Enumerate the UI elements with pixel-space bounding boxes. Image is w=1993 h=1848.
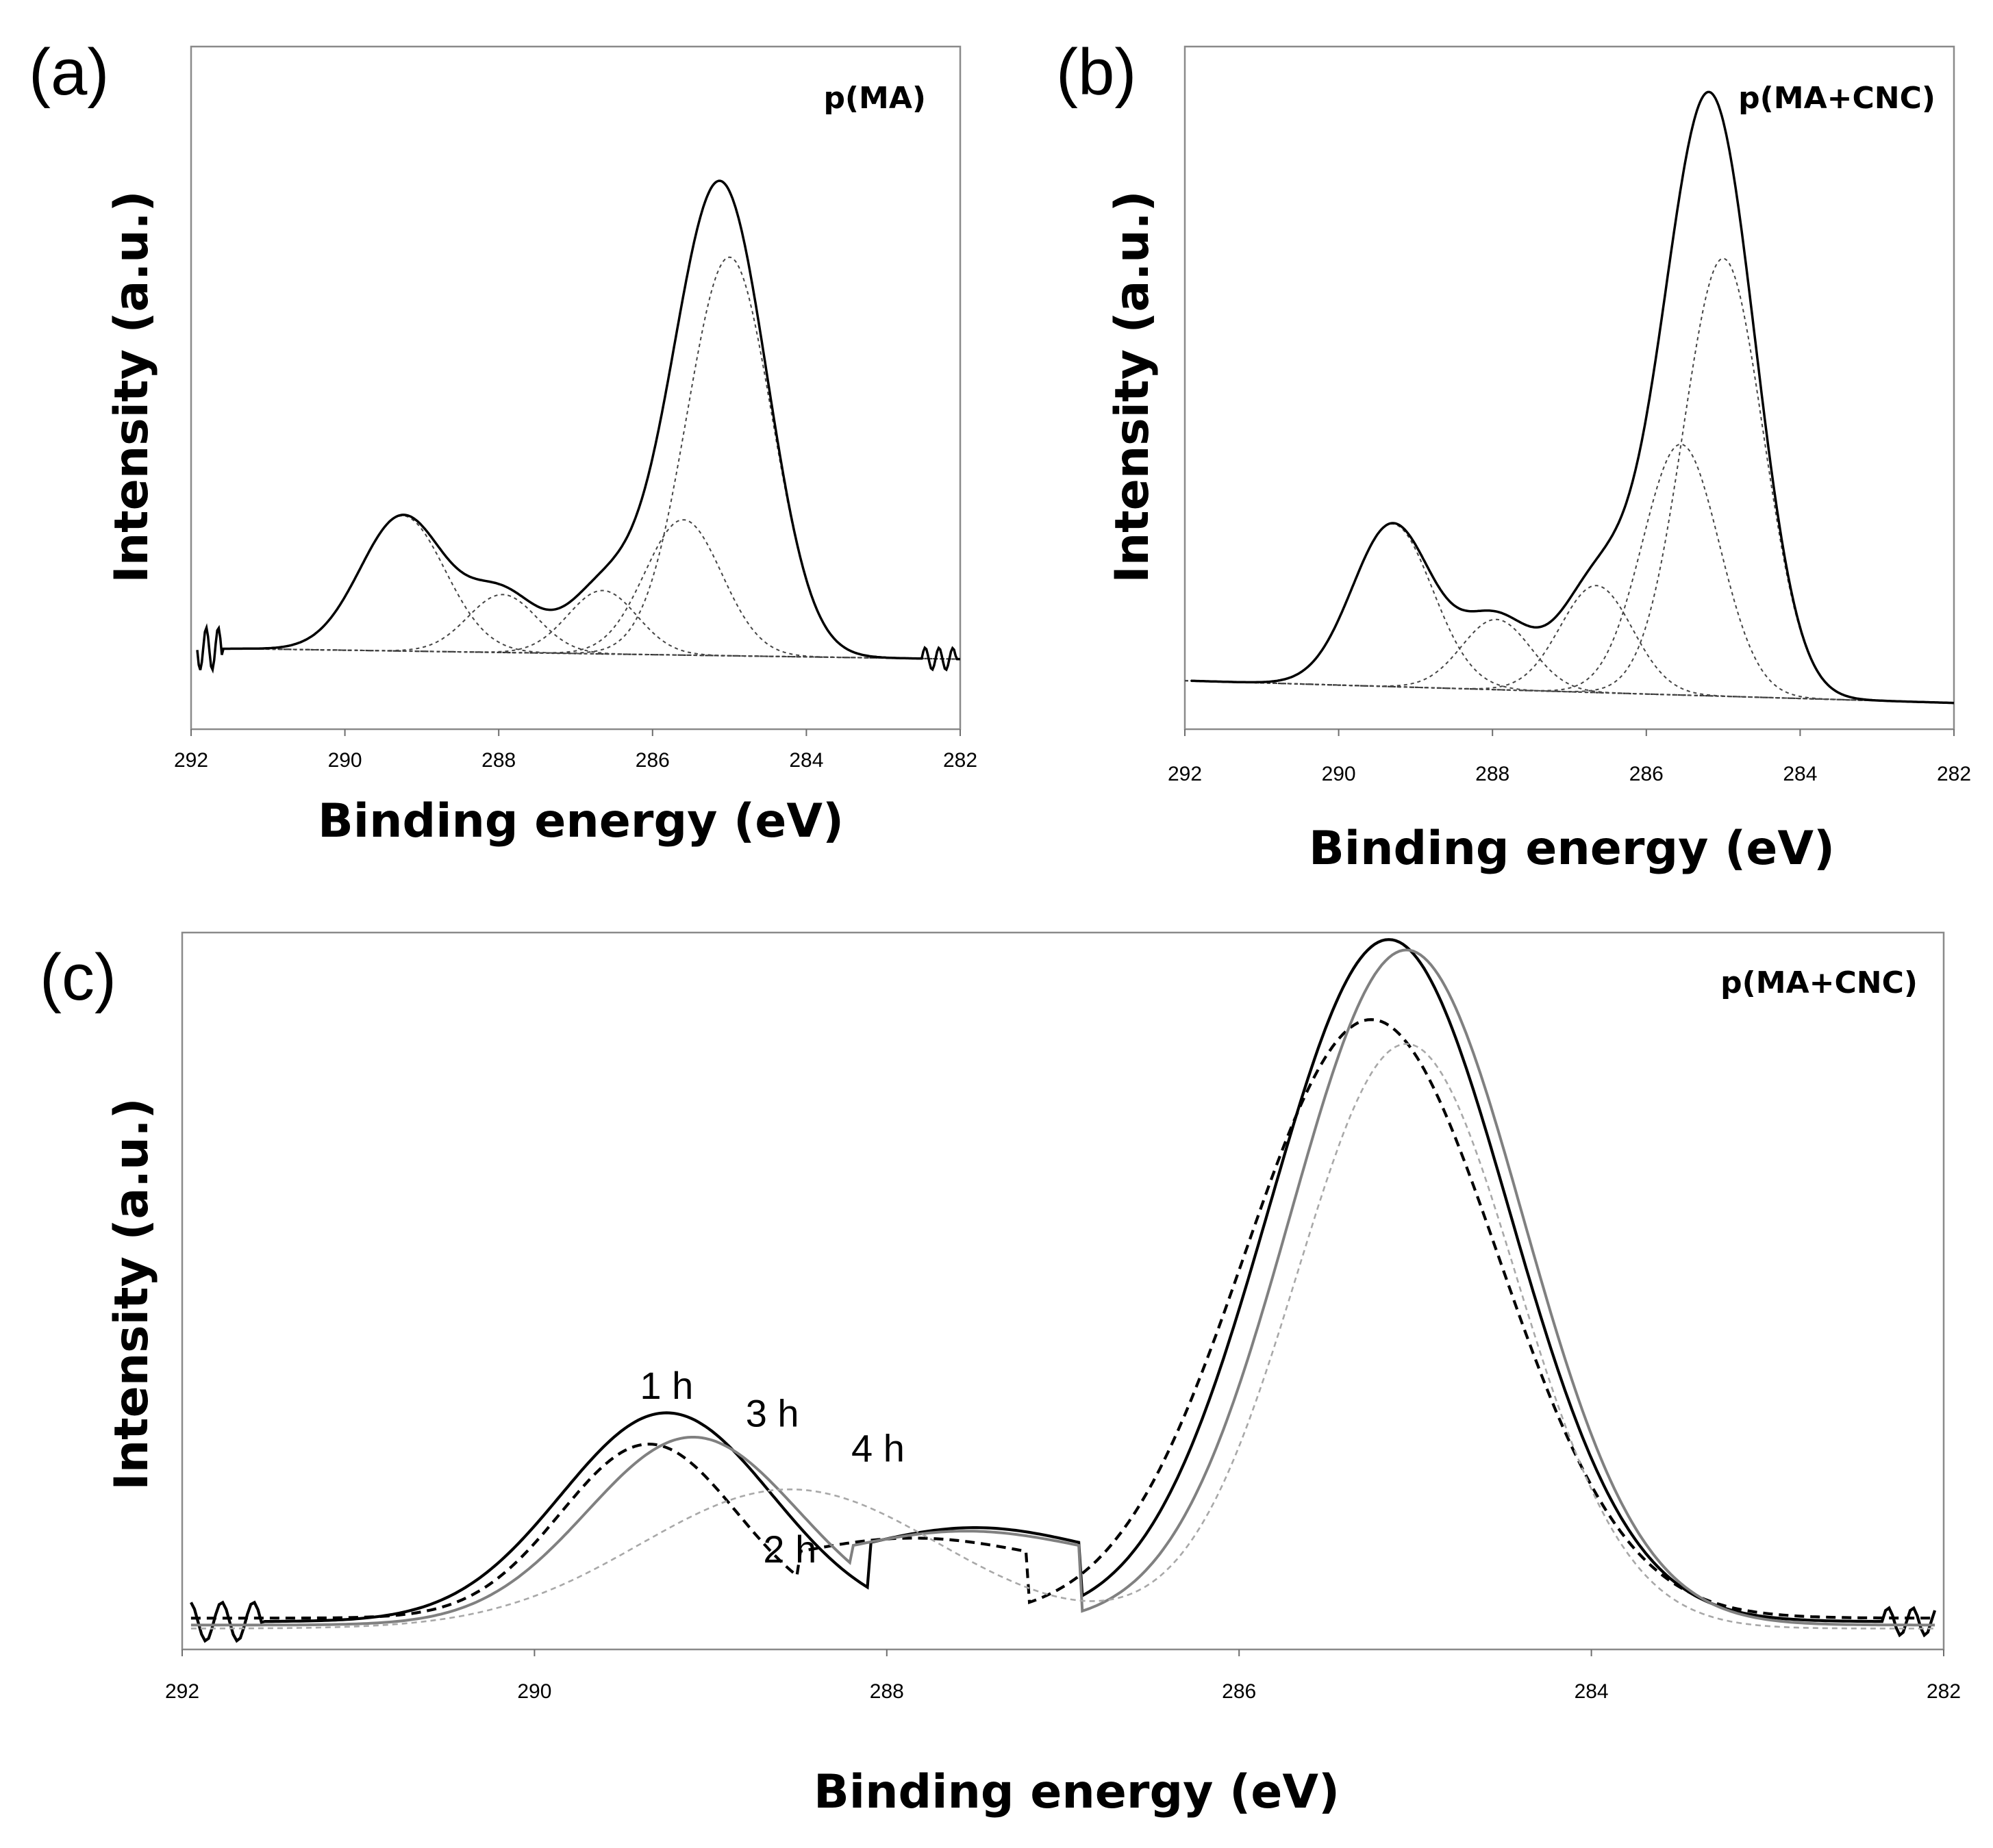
panel-c-xtick-label-288: 288 [870,1680,904,1703]
panel-c-series-label-2h: 2 h [763,1528,816,1571]
panel-c: (c) p(MA+CNC) Intensity (a.u.) Binding e… [40,931,1961,1819]
panel-c-label: (c) [40,941,116,1014]
panel-b-xtick-label-282: 282 [1937,763,1971,785]
panel-a-component-5 [245,256,960,660]
panel-a-xtick-label-286: 286 [636,749,670,772]
panel-c-series-3h [190,948,1935,1627]
panel-b-component-1 [1185,523,1955,704]
panel-a-plot: 292 290 288 286 284 282 [174,179,977,772]
panel-b-plot: 292 290 288 286 284 282 [1168,90,1971,785]
panel-c-xtick-label-284: 284 [1575,1680,1609,1703]
panel-b-xtick-label-286: 286 [1629,763,1664,785]
panel-b: (b) p(MA+CNC) Intensity (a.u.) Binding e… [1056,36,1971,876]
panel-b-xtick-label-284: 284 [1783,763,1817,785]
panel-b-component-3 [1185,585,1955,704]
panel-a-component-1 [245,515,960,660]
panel-c-series-label-3h: 3 h [746,1392,799,1435]
panel-b-envelope-line [1190,90,1955,705]
panel-a-xtick-label-292: 292 [174,749,208,772]
panel-a-xtick-label-290: 290 [328,749,362,772]
panel-c-series-2h [190,1017,1935,1620]
panel-c-series-label-4h: 4 h [851,1427,905,1470]
panel-a-title: p(MA) [823,81,926,116]
panel-b-frame [1183,45,1955,731]
panel-b-xtick-label-288: 288 [1475,763,1509,785]
panel-c-series-4h [190,1043,1935,1630]
panel-c-series-label-1h: 1 h [640,1364,693,1407]
panel-c-xtick-label-286: 286 [1222,1680,1256,1703]
panel-b-component-5 [1185,257,1955,704]
panel-b-xlabel: Binding energy (eV) [1309,822,1835,876]
panel-c-xtick-label-292: 292 [165,1680,199,1703]
panel-b-component-2 [1185,618,1955,704]
panel-c-plot: 292 290 288 286 284 282 1 h 2 h 3 h 4 h [165,938,1961,1703]
panel-b-xtick-label-292: 292 [1168,763,1202,785]
panel-a-xtick-label-282: 282 [943,749,977,772]
panel-a: (a) p(MA) Intensity (a.u.) Binding energ… [29,36,977,848]
panel-b-xtick-label-290: 290 [1322,763,1356,785]
panel-a-component-4 [245,519,960,660]
panel-b-ylabel: Intensity (a.u.) [1105,190,1160,583]
panel-c-xtick-label-282: 282 [1927,1680,1961,1703]
panel-c-xtick-label-290: 290 [517,1680,551,1703]
panel-b-title: p(MA+CNC) [1738,81,1935,116]
panel-c-title: p(MA+CNC) [1720,965,1918,1000]
panel-a-background-line [245,648,961,660]
panel-a-envelope-line [196,179,960,674]
panel-a-xtick-label-284: 284 [789,749,823,772]
panel-b-component-4 [1185,443,1955,704]
panel-a-label: (a) [29,36,109,109]
panel-c-series-1h [190,938,1937,1643]
panel-c-xlabel: Binding energy (eV) [814,1765,1340,1819]
panel-a-ylabel: Intensity (a.u.) [105,190,159,583]
panel-a-xtick-label-288: 288 [481,749,516,772]
panel-a-xlabel: Binding energy (eV) [318,794,844,848]
panel-b-label: (b) [1056,36,1136,109]
panel-c-ylabel: Intensity (a.u.) [105,1098,159,1490]
panel-a-frame [190,45,962,731]
panel-c-frame [181,931,1945,1651]
